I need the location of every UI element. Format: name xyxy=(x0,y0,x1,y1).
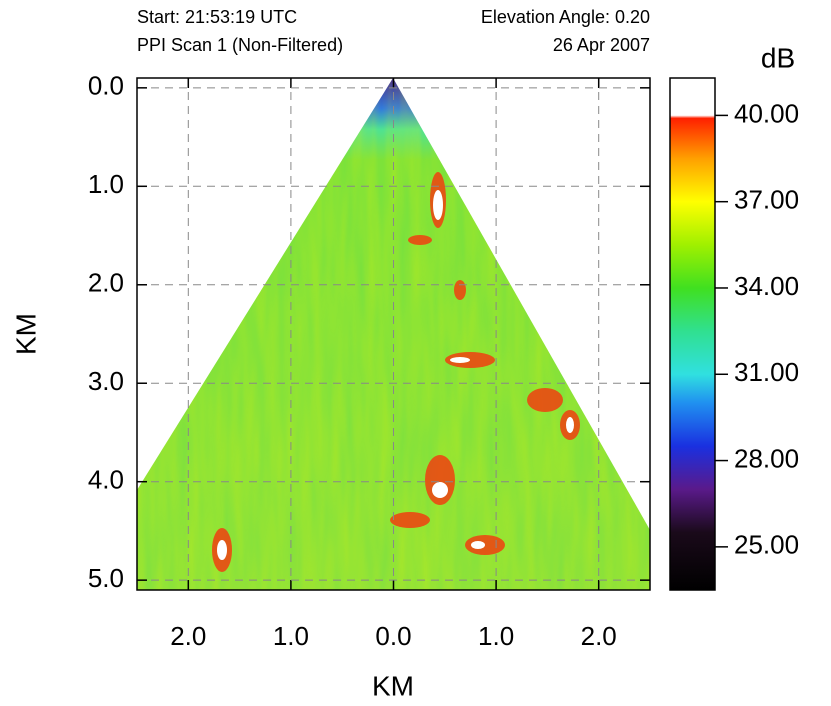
date: 26 Apr 2007 xyxy=(553,35,650,55)
start-time: Start: 21:53:19 UTC xyxy=(137,7,297,27)
y-tick-label: 1.0 xyxy=(88,169,124,199)
colorbar-tick-label: 37.00 xyxy=(734,185,799,215)
x-tick-label: 0.0 xyxy=(375,621,411,651)
x-tick-label: 1.0 xyxy=(273,621,309,651)
colorbar xyxy=(669,77,716,591)
y-tick-label: 0.0 xyxy=(88,71,124,101)
colorbar-tick-label: 40.00 xyxy=(734,98,799,128)
colorbar-tick-label: 28.00 xyxy=(734,443,799,473)
y-axis-label: KM xyxy=(10,313,41,355)
scan-name: PPI Scan 1 (Non-Filtered) xyxy=(137,35,343,55)
colorbar-tick-label: 25.00 xyxy=(734,530,799,560)
y-tick-label: 3.0 xyxy=(88,366,124,396)
y-tick-label: 2.0 xyxy=(88,268,124,298)
elevation: Elevation Angle: 0.20 xyxy=(481,7,650,27)
header: Start: 21:53:19 UTC Elevation Angle: 0.2… xyxy=(137,7,650,55)
y-tick-label: 5.0 xyxy=(88,563,124,593)
colorbar-tick-label: 34.00 xyxy=(734,271,799,301)
colorbar-label: dB xyxy=(761,42,795,73)
colorbar-tick-label: 31.00 xyxy=(734,357,799,387)
x-axis-label: KM xyxy=(372,670,414,701)
x-tick-label: 2.0 xyxy=(170,621,206,651)
x-tick-label: 2.0 xyxy=(581,621,617,651)
y-tick-label: 4.0 xyxy=(88,465,124,495)
x-tick-label: 1.0 xyxy=(478,621,514,651)
